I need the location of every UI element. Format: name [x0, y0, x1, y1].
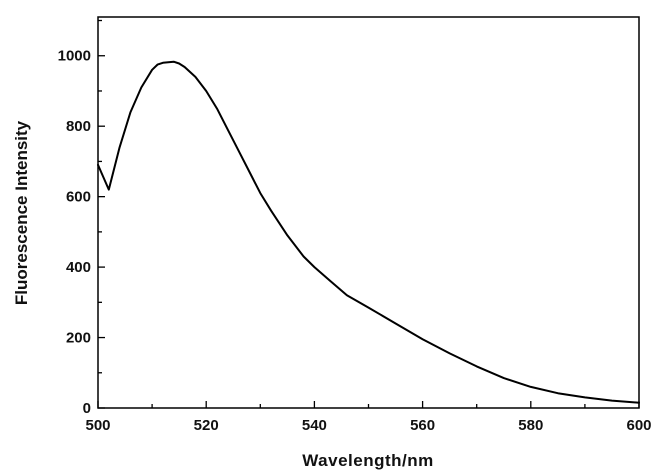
x-tick-label: 560 [410, 417, 435, 434]
x-axis-ticks: 500 520 540 560 580 600 [85, 401, 652, 434]
x-tick-label: 500 [85, 417, 110, 434]
y-axis-ticks: 0 200 400 600 800 1000 [58, 19, 105, 417]
y-tick-label: 400 [66, 259, 91, 276]
y-tick-label: 0 [83, 400, 91, 417]
plot-frame [97, 16, 640, 409]
series-lines [97, 60, 640, 404]
y-tick-label: 800 [66, 118, 91, 135]
x-tick-label: 540 [302, 417, 327, 434]
y-tick-label: 600 [66, 189, 91, 206]
series-line-0 [97, 60, 640, 404]
x-tick-label: 600 [626, 417, 651, 434]
x-tick-label: 520 [194, 417, 219, 434]
y-tick-label: 1000 [58, 48, 91, 65]
y-tick-label: 200 [66, 330, 91, 347]
y-axis-title: Fluorescence Intensity [12, 120, 31, 305]
x-tick-label: 580 [518, 417, 543, 434]
x-axis-title: Wavelength/nm [302, 451, 434, 470]
